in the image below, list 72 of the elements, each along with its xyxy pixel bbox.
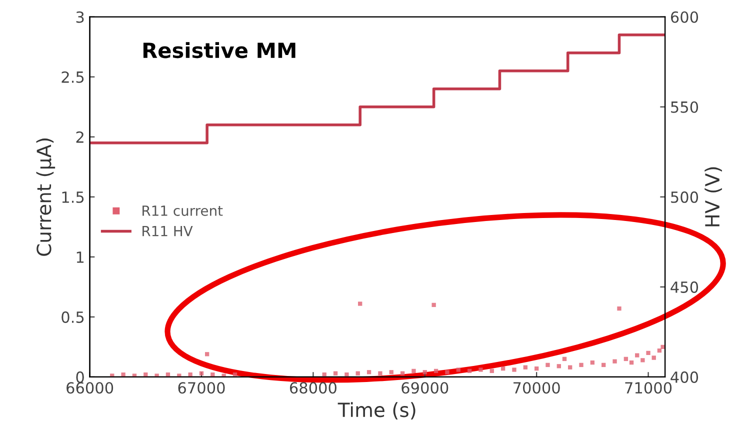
point <box>222 374 226 377</box>
point <box>412 368 416 374</box>
point <box>366 370 372 374</box>
point <box>389 370 394 374</box>
point <box>322 372 326 377</box>
point <box>478 368 483 372</box>
point <box>590 360 595 365</box>
point <box>188 372 192 377</box>
y2-tick-label: 450 <box>670 281 698 293</box>
text: Resistive MM <box>143 42 296 58</box>
point <box>568 365 572 370</box>
point <box>154 374 159 377</box>
point <box>534 366 539 371</box>
x-axis-title: Time (s) <box>338 402 416 420</box>
point <box>344 372 349 377</box>
point <box>121 372 126 377</box>
y-tick-label: 0.5 <box>62 311 84 323</box>
x-tick-label: 70000 <box>514 382 560 394</box>
point <box>556 364 561 368</box>
y-tick-label: 1 <box>76 252 84 263</box>
point <box>500 366 506 371</box>
x-tick-label: 68000 <box>290 382 336 394</box>
point <box>144 372 148 377</box>
point <box>579 362 584 368</box>
point <box>356 371 360 376</box>
y-axis-title: Current (μA) <box>36 138 56 256</box>
point <box>646 350 650 356</box>
point <box>456 368 460 372</box>
point <box>562 356 567 362</box>
point <box>467 368 472 374</box>
x-tick-label: 71000 <box>625 382 672 394</box>
y2-tick-label: 400 <box>670 371 698 383</box>
y-tick-label: 2.5 <box>62 71 84 83</box>
point <box>378 371 382 376</box>
y2-tick-label: 500 <box>671 191 698 203</box>
y2-axis-title: HV (V) <box>704 167 722 226</box>
x-tick-label: 69000 <box>402 382 448 394</box>
point <box>358 302 362 306</box>
point <box>660 344 665 350</box>
point <box>490 368 494 374</box>
point <box>624 356 628 362</box>
point <box>512 368 516 372</box>
y2-tick-label: 600 <box>670 11 698 23</box>
point <box>210 372 215 377</box>
legend-label: R11 current <box>142 206 223 216</box>
point <box>523 365 528 370</box>
point <box>546 362 550 368</box>
y-tick-label: 1.5 <box>62 192 84 203</box>
point <box>333 371 338 376</box>
y2-tick-label: 550 <box>671 101 698 113</box>
x-tick-label: 67000 <box>178 382 225 394</box>
y-tick-label: 2 <box>76 131 84 143</box>
x-tick-label: 66000 <box>66 382 114 394</box>
y-tick-label: 3 <box>76 11 84 23</box>
point <box>657 348 662 353</box>
y-tick-label: 0 <box>76 371 84 383</box>
point <box>612 359 617 364</box>
point <box>422 370 427 374</box>
point <box>629 360 634 365</box>
point <box>602 362 606 368</box>
point <box>617 306 622 311</box>
point <box>432 302 436 308</box>
point <box>166 372 170 377</box>
point <box>640 358 645 362</box>
point <box>445 370 450 374</box>
point <box>635 353 640 358</box>
point <box>434 368 438 374</box>
point <box>400 371 405 376</box>
point <box>652 356 656 360</box>
legend-label: R11 HV <box>142 226 193 236</box>
point <box>232 372 238 377</box>
point <box>204 352 210 356</box>
